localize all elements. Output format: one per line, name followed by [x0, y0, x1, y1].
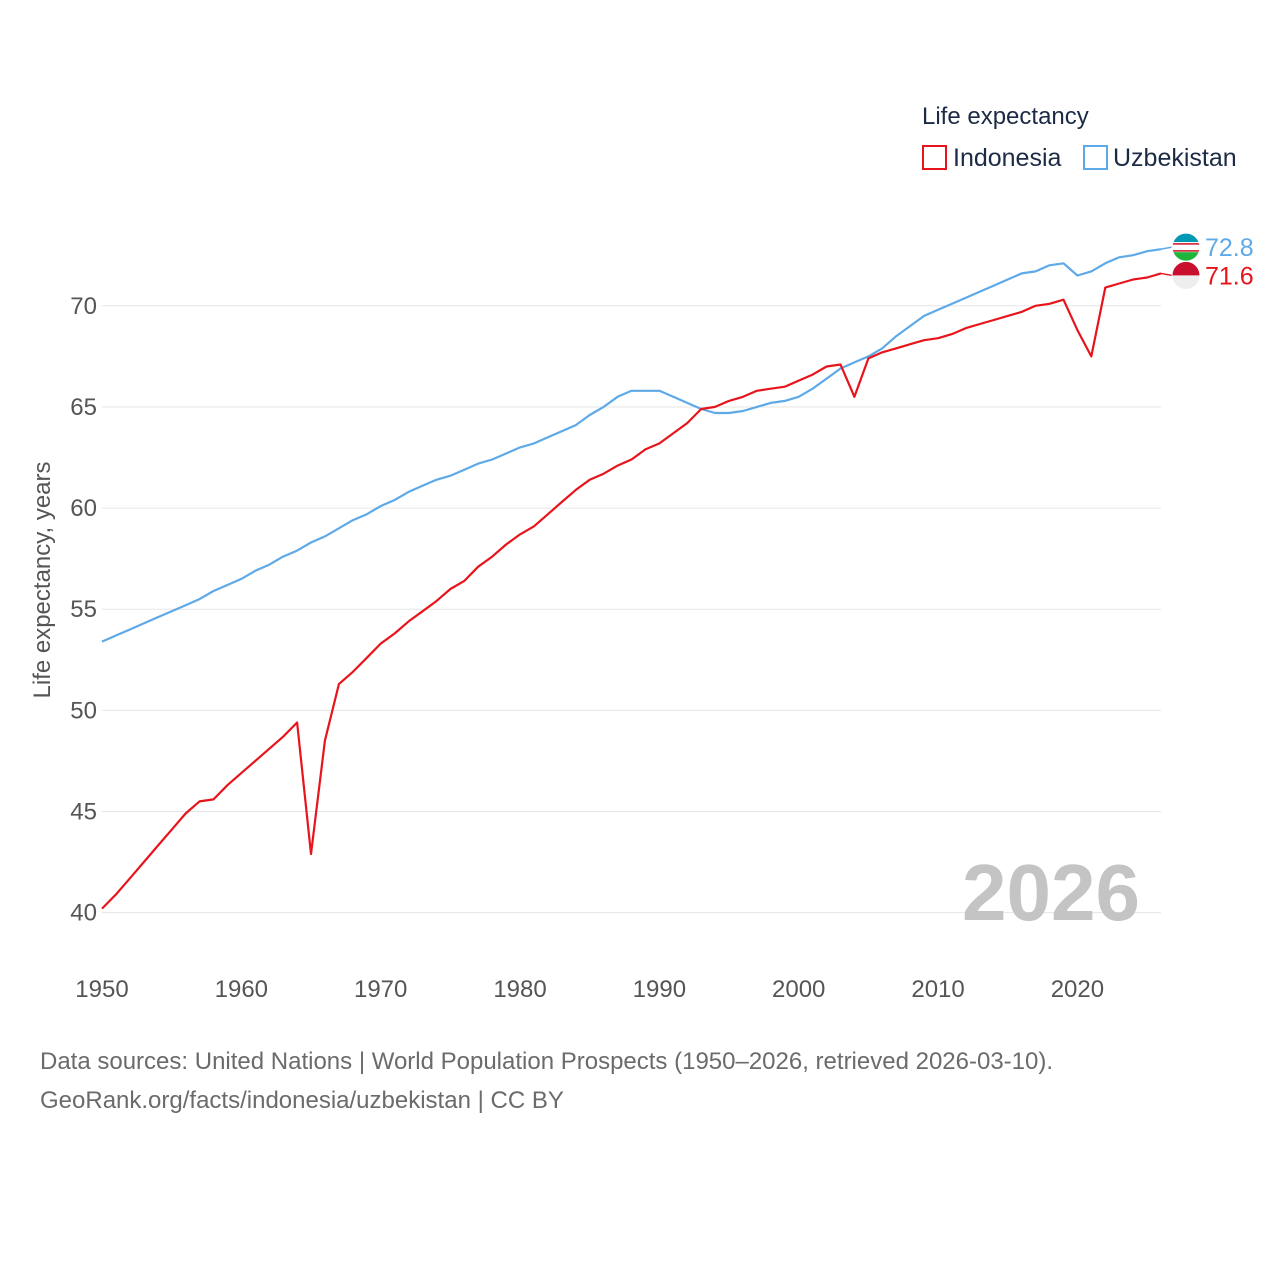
footer-sources: Data sources: United Nations | World Pop… — [40, 1048, 1054, 1075]
x-tick-1950: 1950 — [75, 976, 128, 1003]
indonesia-flag-icon — [1172, 261, 1200, 290]
y-tick-55: 55 — [70, 596, 97, 623]
x-tick-2020: 2020 — [1051, 976, 1104, 1003]
legend-item-indonesia[interactable]: Indonesia — [922, 144, 1062, 172]
end-connector-indonesia — [1160, 272, 1173, 277]
series-lines — [101, 248, 1162, 910]
end-connector-uzbekistan — [1160, 246, 1173, 250]
legend-swatch-indonesia — [922, 145, 947, 170]
x-tick-1960: 1960 — [215, 976, 268, 1003]
end-marker-uzbekistan: 72.8 — [1160, 232, 1254, 262]
x-axis-ticks: 1950 1960 1970 1980 1990 2000 2010 2020 — [75, 976, 1104, 1003]
year-watermark: 2026 — [962, 848, 1140, 937]
legend: Life expectancy Indonesia Uzbekistan — [922, 103, 1237, 172]
series-line-uzbekistan[interactable] — [101, 248, 1162, 643]
y-axis-ticks: 40 45 50 55 60 65 70 — [70, 293, 97, 927]
y-tick-45: 45 — [70, 799, 97, 826]
series-line-indonesia[interactable] — [101, 272, 1162, 910]
legend-item-uzbekistan[interactable]: Uzbekistan — [1083, 144, 1237, 172]
x-tick-1980: 1980 — [493, 976, 546, 1003]
legend-label-indonesia: Indonesia — [953, 144, 1062, 172]
y-tick-70: 70 — [70, 293, 97, 320]
end-label-uzbekistan: 72.8 — [1205, 234, 1254, 262]
x-tick-2000: 2000 — [772, 976, 825, 1003]
footer-link[interactable]: GeoRank.org/facts/indonesia/uzbekistan |… — [40, 1087, 564, 1114]
x-tick-1990: 1990 — [633, 976, 686, 1003]
footer: Data sources: United Nations | World Pop… — [40, 1042, 1053, 1120]
x-tick-2010: 2010 — [911, 976, 964, 1003]
uzbekistan-flag-icon — [1172, 233, 1200, 262]
y-tick-60: 60 — [70, 495, 97, 522]
end-markers: 71.672.8 — [1160, 232, 1254, 290]
y-tick-65: 65 — [70, 394, 97, 421]
legend-title: Life expectancy — [922, 103, 1089, 130]
y-axis-title: Life expectancy, years — [29, 461, 56, 698]
x-tick-1970: 1970 — [354, 976, 407, 1003]
legend-label-uzbekistan: Uzbekistan — [1113, 144, 1237, 172]
y-tick-50: 50 — [70, 697, 97, 724]
y-tick-40: 40 — [70, 900, 97, 927]
legend-swatch-uzbekistan — [1083, 145, 1108, 170]
end-label-indonesia: 71.6 — [1205, 262, 1254, 290]
gridlines — [102, 305, 1161, 914]
end-marker-indonesia: 71.6 — [1160, 260, 1254, 290]
